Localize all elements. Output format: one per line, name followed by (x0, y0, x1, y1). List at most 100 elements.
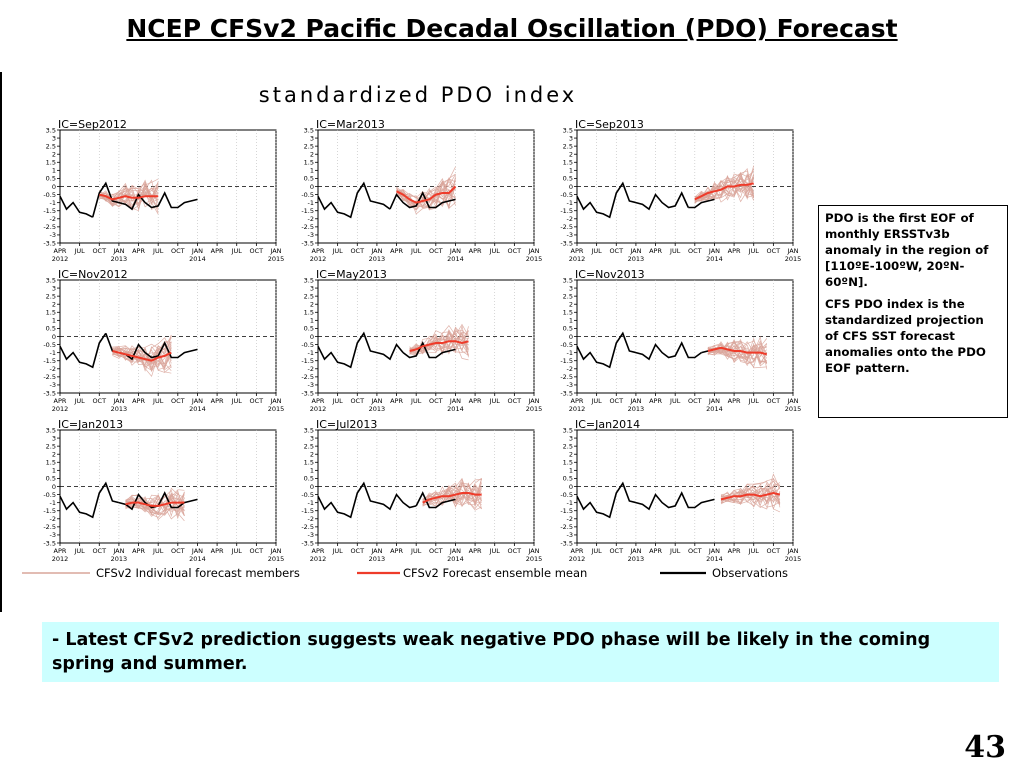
x-tick-label: JAN (449, 247, 461, 255)
x-tick-label: JAN (191, 397, 203, 405)
ensemble-mean-line (99, 193, 159, 201)
forecast-panel: IC=Nov2013 APR JUL OCT JAN APR JUL OCT JAN APR JUL… (560, 268, 801, 413)
x-tick-label: APR (132, 547, 145, 555)
year-label: 2012 (569, 555, 586, 563)
ensemble-mean-line (396, 185, 457, 204)
year-label: 2014 (706, 255, 723, 263)
y-tick-label: -3.5 (43, 539, 56, 547)
x-tick-label: OCT (767, 547, 781, 555)
x-tick-label: APR (312, 397, 325, 405)
x-tick-label: OCT (250, 547, 264, 555)
y-tick-label: 3.5 (563, 276, 573, 284)
y-tick-label: 1.5 (46, 159, 56, 167)
y-tick-label: -0.5 (560, 491, 573, 499)
x-tick-label: JUL (231, 547, 243, 555)
year-label: 2014 (189, 255, 206, 263)
x-tick-label: APR (571, 397, 584, 405)
observation-line (59, 481, 120, 519)
member-line (112, 349, 172, 373)
x-tick-label: OCT (350, 247, 364, 255)
x-tick-label: JUL (748, 397, 760, 405)
year-label: 2013 (628, 555, 645, 563)
x-tick-label: OCT (688, 547, 702, 555)
y-tick-label: 1 (569, 167, 573, 175)
y-tick-label: -1 (308, 349, 314, 357)
y-tick-label: -2.5 (301, 223, 314, 231)
x-tick-label: JUL (410, 397, 422, 405)
x-tick-label: OCT (508, 397, 522, 405)
member-line (112, 346, 172, 370)
y-tick-label: 0.5 (46, 475, 56, 483)
forecast-panel: IC=Jul2013 APR JUL OCT JAN APR JUL OCT JAN APR JUL… (301, 418, 542, 563)
x-tick-label: JUL (669, 397, 681, 405)
panel-grid: IC=Sep2012 APR JUL OCT JAN APR JUL OCT JAN APR JUL… (43, 118, 801, 563)
y-tick-label: -0.5 (560, 191, 573, 199)
x-tick-label: JAN (449, 397, 461, 405)
y-tick-label: 0.5 (46, 325, 56, 333)
x-tick-label: JAN (269, 397, 281, 405)
y-tick-label: -3 (567, 381, 573, 389)
y-tick-label: -1.5 (301, 357, 314, 365)
year-label: 2012 (310, 405, 327, 413)
x-tick-label: JAN (786, 247, 798, 255)
member-line (707, 341, 768, 365)
y-tick-label: 2.5 (563, 442, 573, 450)
y-tick-label: 2 (310, 301, 314, 309)
x-tick-label: OCT (609, 247, 623, 255)
member-line (707, 344, 767, 369)
y-tick-label: 1 (310, 467, 314, 475)
x-tick-label: APR (728, 247, 741, 255)
x-tick-label: OCT (609, 547, 623, 555)
y-tick-label: 2.5 (304, 142, 314, 150)
year-label: 2012 (569, 405, 586, 413)
y-tick-label: -2 (308, 365, 314, 373)
y-tick-label: 3 (310, 434, 314, 442)
left-divider (0, 72, 2, 612)
y-tick-label: 0.5 (304, 325, 314, 333)
x-tick-label: JAN (708, 247, 720, 255)
member-line (125, 490, 185, 518)
y-tick-label: -0.5 (43, 341, 56, 349)
x-tick-label: OCT (429, 247, 443, 255)
member-line (422, 479, 482, 506)
y-tick-label: -3.5 (560, 239, 573, 247)
x-tick-label: OCT (767, 247, 781, 255)
x-tick-label: JUL (231, 397, 243, 405)
observation-line (317, 331, 404, 369)
ensemble-mean-line (720, 491, 781, 501)
x-tick-label: OCT (171, 247, 185, 255)
ensemble-mean-line (422, 492, 482, 504)
page-number: 43 (964, 730, 1006, 765)
y-tick-label: 2 (52, 301, 56, 309)
y-tick-label: 2.5 (46, 442, 56, 450)
y-tick-label: 0 (52, 483, 56, 491)
x-tick-label: JAN (112, 547, 124, 555)
x-tick-label: JUL (231, 247, 243, 255)
y-tick-label: 0.5 (563, 175, 573, 183)
x-tick-label: JUL (489, 247, 501, 255)
observation-line (576, 481, 715, 519)
y-tick-label: -0.5 (301, 191, 314, 199)
y-tick-label: 1.5 (304, 309, 314, 317)
x-tick-label: APR (571, 247, 584, 255)
y-tick-label: -1 (50, 349, 56, 357)
y-tick-label: 1 (310, 317, 314, 325)
y-tick-label: 3.5 (563, 426, 573, 434)
x-tick-label: JAN (370, 397, 382, 405)
y-tick-label: 2 (52, 451, 56, 459)
pdo-definition-text: PDO is the first EOF of monthly ERSSTv3b… (825, 211, 989, 289)
x-tick-label: JUL (331, 247, 343, 255)
forecast-panel: IC=Sep2013 APR JUL OCT JAN APR JUL OCT JAN APR JUL… (560, 118, 801, 263)
y-tick-label: 1 (569, 317, 573, 325)
y-tick-label: 1 (52, 167, 56, 175)
year-label: 2015 (268, 555, 285, 563)
x-tick-label: APR (132, 397, 145, 405)
year-label: 2015 (526, 555, 543, 563)
x-tick-label: JAN (269, 247, 281, 255)
x-tick-label: JUL (152, 547, 164, 555)
x-tick-label: JAN (191, 247, 203, 255)
y-tick-label: -3.5 (43, 239, 56, 247)
x-tick-label: OCT (171, 547, 185, 555)
year-label: 2013 (111, 405, 128, 413)
y-tick-label: 2.5 (46, 142, 56, 150)
